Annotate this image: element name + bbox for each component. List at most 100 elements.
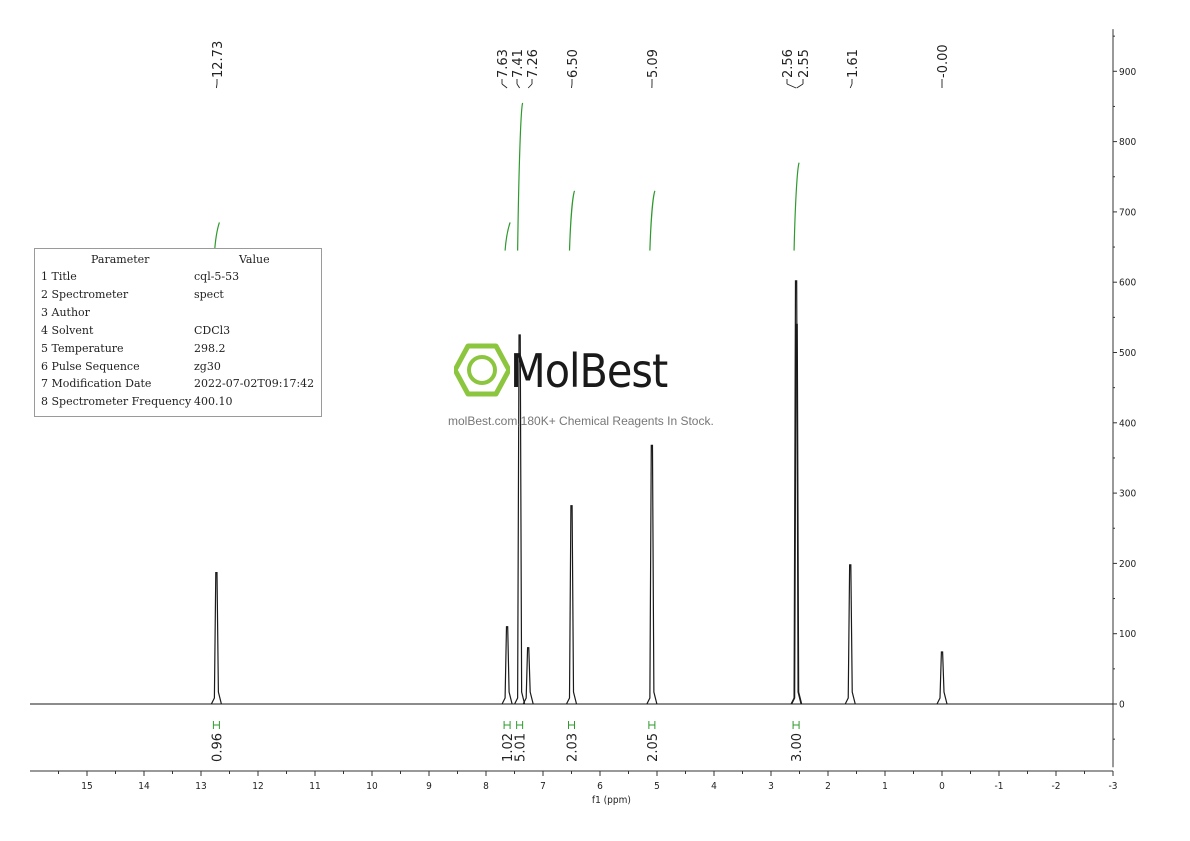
- parameter-row: 2 Spectrometer spect: [41, 288, 317, 304]
- x-tick-label: 15: [81, 781, 92, 792]
- parameter-value: 2022-07-02T09:17:42: [194, 377, 315, 390]
- parameter-key: 5 Temperature: [41, 342, 124, 355]
- parameter-key: 2 Spectrometer: [41, 288, 129, 301]
- benzene-hexagon-icon: [454, 343, 510, 397]
- peak-shift-label: 7.41: [511, 49, 526, 78]
- parameter-header-label: Parameter: [91, 253, 150, 266]
- peak-shift-label: 5.09: [646, 49, 661, 78]
- peak-shift-label: 7.26: [526, 49, 541, 78]
- parameter-value: 400.10: [194, 395, 233, 408]
- peak-label-leader: [527, 79, 533, 89]
- spectrum-peak: [791, 323, 803, 705]
- integral-layer: 0.96 1.025.01 2.03 2.05 3.00: [210, 102, 805, 762]
- x-tick-label: 1: [882, 781, 888, 792]
- peak-label-leader: [215, 79, 218, 89]
- spectrum-peak: [522, 647, 534, 705]
- watermark-brand-name: MolBest: [510, 344, 668, 398]
- parameter-key: 3 Author: [41, 306, 90, 319]
- x-tick-label: -1: [995, 781, 1004, 792]
- parameter-key: 8 Spectrometer Frequency: [41, 395, 192, 408]
- peak-shift-label: 7.63: [496, 49, 511, 78]
- x-tick-label: -2: [1052, 781, 1061, 792]
- peak-label-leader: [786, 79, 797, 89]
- x-tick-label: 14: [138, 781, 150, 792]
- parameter-row: 7 Modification Date 2022-07-02T09:17:42: [41, 377, 317, 393]
- x-tick-label: 7: [540, 781, 546, 792]
- parameter-row: 8 Spectrometer Frequency 400.10: [41, 395, 317, 411]
- spectrum-peak: [501, 626, 513, 705]
- integral-value-label: 3.00: [790, 733, 805, 762]
- parameter-value: zg30: [194, 360, 221, 373]
- parameter-row: 3 Author: [41, 306, 317, 322]
- parameter-row: 4 Solvent CDCl3: [41, 324, 317, 340]
- spectrum-peak: [646, 444, 658, 705]
- spectrum-peak: [936, 651, 948, 705]
- peak-label-leader: [516, 79, 521, 89]
- peak-label-layer: 12.73 7.63 7.41 7.26 6.50 5.09 2.56 2.55 1.61 -0.…: [211, 41, 951, 89]
- parameter-table: Parameter Value 1 Title cql-5-53 2 Spect…: [34, 248, 322, 417]
- peak-shift-label: 12.73: [211, 41, 226, 78]
- parameter-row: 6 Pulse Sequence zg30: [41, 360, 317, 376]
- y-tick-label: 300: [1119, 489, 1136, 500]
- peak-label-leader: [796, 79, 804, 89]
- x-tick-label: 8: [483, 781, 489, 792]
- spectrum-peak: [514, 334, 526, 705]
- integral-curve: [793, 162, 800, 251]
- y-tick-label: 700: [1119, 207, 1136, 218]
- integral-curve: [649, 190, 656, 251]
- integral-value-label: 5.01: [514, 733, 529, 762]
- parameter-key: 7 Modification Date: [41, 377, 152, 390]
- x-tick-label: 10: [366, 781, 378, 792]
- peak-shift-label: 2.55: [797, 49, 812, 78]
- peak-label-leader: [571, 79, 573, 89]
- x-tick-label: 12: [252, 781, 263, 792]
- y-tick-label: 600: [1119, 278, 1136, 289]
- spectrum-layer: [30, 280, 1113, 705]
- y-tick-label: 100: [1119, 629, 1136, 640]
- x-tick-label: 5: [654, 781, 660, 792]
- x-tick-label: 4: [711, 781, 717, 792]
- watermark: MolBest molBest.com,180K+ Chemical Reage…: [440, 338, 750, 433]
- parameter-key: 6 Pulse Sequence: [41, 360, 140, 373]
- integral-value-label: 2.03: [566, 733, 581, 762]
- parameter-key: 4 Solvent: [41, 324, 94, 337]
- y-tick-label: 800: [1119, 137, 1136, 148]
- y-tick-label: 0: [1119, 700, 1125, 711]
- parameter-value: CDCl3: [194, 324, 231, 337]
- spectrum-peak: [210, 571, 222, 705]
- parameter-row: 1 Title cql-5-53: [41, 270, 317, 286]
- watermark-tagline: molBest.com,180K+ Chemical Reagents In S…: [448, 414, 714, 428]
- x-axis-label: f1 (ppm): [592, 795, 631, 806]
- x-tick-label: 2: [825, 781, 831, 792]
- peak-label-leader: [501, 79, 508, 89]
- spectrum-peak: [844, 564, 856, 705]
- x-tick-label: 9: [426, 781, 432, 792]
- parameter-value: spect: [194, 288, 224, 301]
- parameter-value: cql-5-53: [194, 270, 240, 283]
- parameter-table-header: Parameter Value: [35, 253, 321, 267]
- x-tick-label: -3: [1109, 781, 1118, 792]
- peak-shift-label: 2.56: [781, 49, 796, 78]
- value-header-label: Value: [239, 253, 270, 266]
- y-tick-label: 900: [1119, 67, 1136, 78]
- spectrum-peak: [565, 505, 578, 705]
- x-tick-label: 11: [309, 781, 320, 792]
- integral-curve: [568, 190, 576, 251]
- y-tick-label: 200: [1119, 559, 1136, 570]
- integral-value-label: 0.96: [210, 733, 225, 762]
- y-tick-label: 500: [1119, 348, 1136, 359]
- axes: 15 14 13 12 11 10 9 8 7 6 5 4 3 2 1 0 -1 -2 -3f1 (ppm)0100…: [30, 29, 1136, 806]
- parameter-key: 1 Title: [41, 270, 77, 283]
- x-tick-label: 0: [939, 781, 945, 792]
- peak-shift-label: 6.50: [566, 49, 581, 78]
- parameter-row: 5 Temperature 298.2: [41, 342, 317, 358]
- parameter-value: 298.2: [194, 342, 226, 355]
- x-tick-label: 13: [195, 781, 206, 792]
- integral-curve: [517, 102, 524, 251]
- peak-shift-label: -0.00: [936, 44, 951, 78]
- peak-label-leader: [849, 79, 853, 89]
- y-tick-label: 400: [1119, 418, 1136, 429]
- integral-value-label: 1.02: [501, 733, 516, 762]
- integral-value-label: 2.05: [646, 733, 661, 762]
